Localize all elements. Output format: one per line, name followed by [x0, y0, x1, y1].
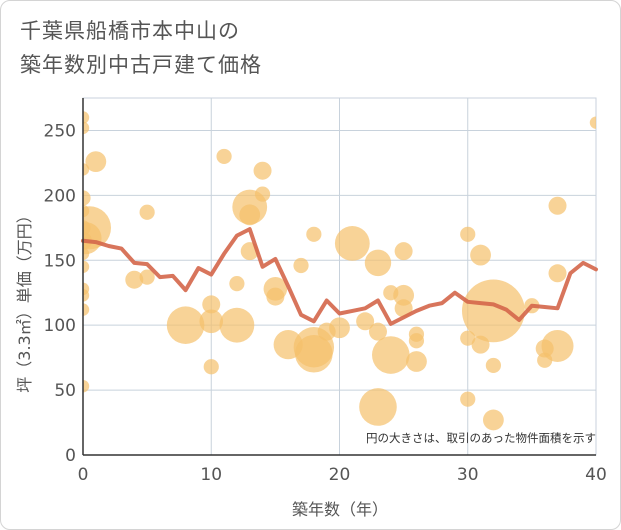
x-tick-label: 0 [78, 465, 89, 485]
bubble [483, 409, 504, 431]
bubble [254, 186, 271, 202]
y-tick-label: 200 [44, 186, 76, 206]
bubble [83, 303, 90, 316]
bubble [548, 196, 567, 215]
bubble-size-note: 円の大きさは、取引のあった物件面積を示す [366, 431, 596, 445]
bubble [125, 270, 144, 289]
bubble [202, 295, 221, 314]
x-tick-label: 20 [329, 465, 351, 485]
bubble [368, 322, 387, 341]
x-tick-label: 30 [457, 465, 479, 485]
axes: 0 10 20 30 40 0 50 100 150 200 250 [44, 98, 607, 485]
bubble [83, 260, 90, 273]
y-tick-label: 150 [44, 251, 76, 271]
x-tick-label: 10 [200, 465, 222, 485]
bubble [462, 279, 525, 343]
bubble [293, 257, 309, 274]
bubble [372, 336, 410, 374]
x-axis-label: 築年数（年） [292, 500, 388, 519]
bubble [139, 204, 155, 220]
bubble [394, 242, 413, 261]
bubble [393, 284, 415, 306]
chart-title: 千葉県船橋市本中山の 築年数別中古戸建て価格 [20, 14, 262, 82]
bubble [306, 226, 322, 242]
bubble [83, 111, 90, 124]
bubble [85, 151, 107, 173]
y-tick-label: 250 [44, 121, 76, 141]
bubble [589, 116, 596, 129]
bubble [239, 204, 261, 226]
x-tick-label: 40 [585, 465, 607, 485]
bubble [364, 249, 392, 277]
trend-line [81, 227, 598, 326]
y-tick-label: 50 [54, 381, 76, 401]
bubble [394, 299, 413, 318]
bubble [166, 306, 205, 344]
bubble [219, 307, 255, 343]
y-axis-label: 坪（3.3㎡）単価（万円） [15, 207, 34, 392]
bubble [541, 329, 574, 362]
bubble [139, 269, 155, 285]
bubble [470, 244, 491, 266]
bubble [548, 264, 567, 283]
bubble [329, 317, 350, 339]
bubble [203, 359, 219, 375]
y-tick-label: 100 [44, 316, 76, 336]
bubble [83, 379, 90, 393]
bubble [334, 225, 370, 261]
bubble [408, 333, 425, 349]
bubble [295, 334, 333, 373]
bubble-series [83, 111, 596, 431]
bubble [83, 121, 90, 135]
bubble [485, 357, 501, 374]
chart-title-line-1: 千葉県船橋市本中山の [20, 19, 240, 43]
bubble [460, 226, 476, 242]
chart-title-line-2: 築年数別中古戸建て価格 [20, 53, 262, 77]
y-tick-label: 0 [65, 446, 76, 466]
bubble [359, 388, 397, 426]
bubble [460, 330, 476, 346]
bubble [356, 312, 375, 331]
bubble [266, 287, 285, 306]
bubble [83, 190, 91, 206]
bubble [83, 222, 102, 255]
bubble [199, 309, 224, 334]
bubble [406, 351, 427, 372]
bubble [216, 148, 232, 165]
bubble [460, 391, 476, 407]
bubble [83, 289, 90, 302]
trend-series [81, 227, 598, 326]
bubble [229, 276, 245, 292]
bubble [253, 161, 272, 180]
